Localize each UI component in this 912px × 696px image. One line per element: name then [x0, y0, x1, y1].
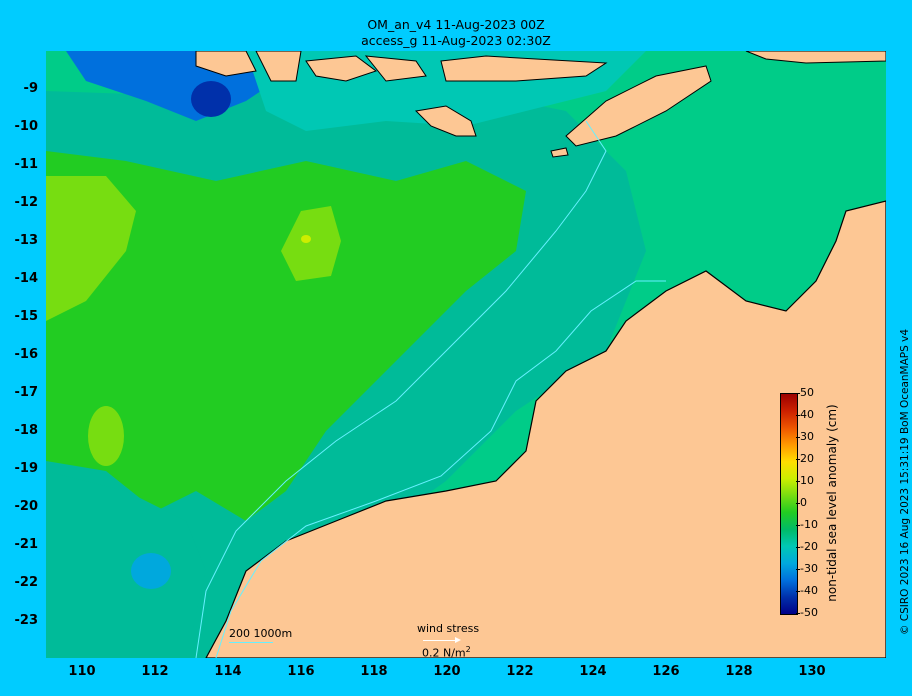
australia-land: [205, 200, 886, 658]
colorbar: [780, 393, 798, 615]
north-island-small: [550, 147, 569, 158]
lat-label: -22: [14, 575, 39, 590]
lat-label: -16: [14, 347, 39, 362]
lat-label: -12: [14, 195, 39, 210]
colorbar-tick-label: 50: [800, 386, 814, 399]
colorbar-tick-mark: [796, 525, 800, 526]
lon-label: 112: [141, 664, 169, 679]
isobath-200m: [215, 280, 666, 658]
colorbar-tick-label: -20: [800, 540, 818, 553]
north-islands-5: [440, 55, 608, 82]
anomaly-spot-darkblue: [191, 81, 231, 117]
lat-label: -13: [14, 233, 39, 248]
colorbar-tick-label: 20: [800, 452, 814, 465]
map-title-line1: OM_an_v4 11-Aug-2023 00Z: [367, 17, 545, 32]
lat-label: -21: [14, 537, 39, 552]
colorbar-tick-mark: [796, 503, 800, 504]
lat-label: -18: [14, 423, 39, 438]
colorbar-tick-mark: [796, 393, 800, 394]
lat-label: -23: [14, 613, 39, 628]
wind-scale-value: 0.2 N/m2: [422, 645, 471, 660]
colorbar-tick-mark: [796, 415, 800, 416]
anomaly-zone-cyan-south: [46, 471, 206, 658]
timor-island: [565, 65, 712, 147]
lat-label: -10: [14, 119, 39, 134]
lon-label: 120: [433, 664, 461, 679]
sea-level-anomaly-map: [46, 51, 886, 658]
isobath-legend-label: 200 1000m: [229, 627, 293, 640]
lon-label: 124: [579, 664, 607, 679]
lat-label: -14: [14, 271, 39, 286]
anomaly-spot-yellow: [301, 235, 311, 243]
credit-text: © CSIRO 2023 16 Aug 2023 15:31:19 BoM Oc…: [899, 328, 911, 636]
colorbar-tick-mark: [796, 569, 800, 570]
anomaly-spot-blue-south: [131, 553, 171, 589]
colorbar-tick-label: -50: [800, 606, 818, 619]
colorbar-tick-label: 40: [800, 408, 814, 421]
lat-label: -9: [23, 81, 38, 96]
colorbar-tick-mark: [796, 613, 800, 614]
colorbar-tick-label: 30: [800, 430, 814, 443]
colorbar-tick-mark: [796, 437, 800, 438]
isobath-legend-line: [229, 642, 273, 643]
colorbar-tick-label: -30: [800, 562, 818, 575]
lon-label: 126: [652, 664, 680, 679]
colorbar-tick-label: -10: [800, 518, 818, 531]
colorbar-tick-mark: [796, 481, 800, 482]
north-islands-2: [255, 51, 302, 82]
anomaly-zone-lightgreen-south: [88, 406, 124, 466]
wind-scale-arrowhead: [455, 637, 461, 643]
lon-label: 130: [798, 664, 826, 679]
isobath-1000m: [195, 120, 607, 658]
lon-label: 118: [360, 664, 388, 679]
lon-label: 110: [68, 664, 96, 679]
north-islands-6: [745, 51, 886, 64]
north-islands-3: [305, 55, 378, 82]
anomaly-zone-lightgreen-central: [281, 206, 341, 281]
lon-label: 114: [214, 664, 242, 679]
lat-label: -19: [14, 461, 39, 476]
sumba-island: [414, 105, 477, 137]
lat-label: -11: [14, 157, 39, 172]
lat-label: -20: [14, 499, 39, 514]
colorbar-tick-label: 0: [800, 496, 807, 509]
colorbar-tick-label: -40: [800, 584, 818, 597]
north-islands-4: [364, 55, 427, 82]
colorbar-tick-mark: [796, 459, 800, 460]
lat-label: -17: [14, 385, 39, 400]
lon-label: 128: [725, 664, 753, 679]
wind-stress-label: wind stress: [417, 622, 480, 635]
north-islands-1: [195, 51, 257, 77]
lat-label: -15: [14, 309, 39, 324]
colorbar-label: non-tidal sea level anomaly (cm): [825, 404, 839, 602]
wind-scale-arrow: [423, 640, 459, 641]
lon-label: 116: [287, 664, 315, 679]
colorbar-tick-mark: [796, 591, 800, 592]
map-title-line2: access_g 11-Aug-2023 02:30Z: [361, 33, 551, 48]
lon-label: 122: [506, 664, 534, 679]
colorbar-tick-label: 10: [800, 474, 814, 487]
anomaly-zone-green: [46, 151, 526, 521]
colorbar-tick-mark: [796, 547, 800, 548]
anomaly-zone-lightgreen-west: [46, 176, 136, 321]
